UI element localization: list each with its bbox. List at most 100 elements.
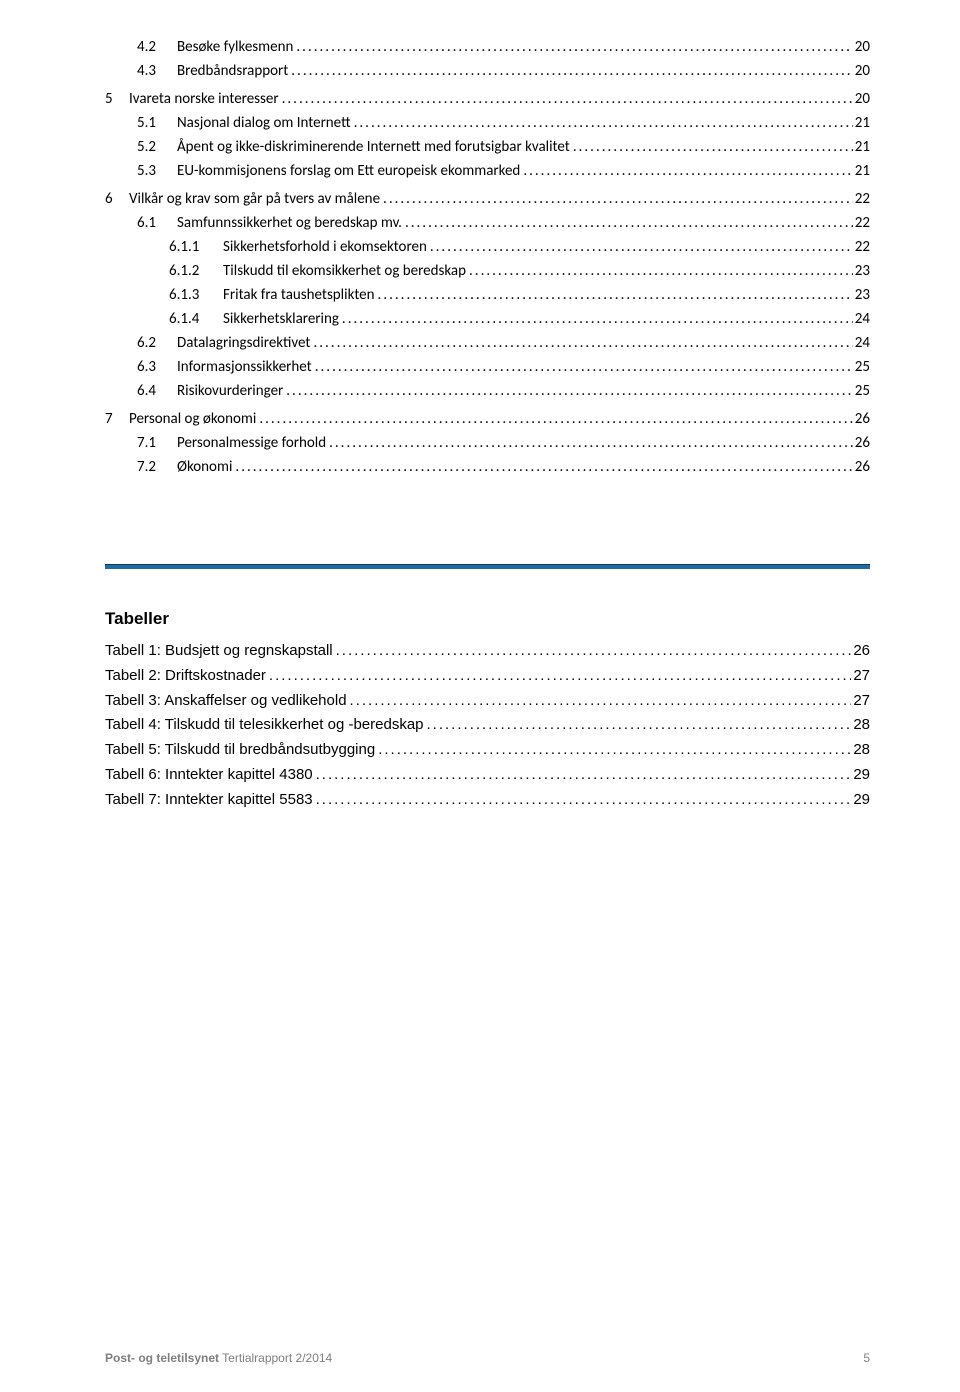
toc-entry: 5.3EU-kommisjonens forslag om Ett europe… bbox=[105, 159, 870, 183]
toc-entry-label: Sikkerhetsklarering bbox=[223, 307, 339, 331]
toc-dot-leader: ........................................… bbox=[520, 159, 852, 183]
tables-dot-leader: ........................................… bbox=[347, 689, 852, 714]
tables-entry: Tabell 1: Budsjett og regnskapstall.....… bbox=[105, 639, 870, 664]
toc-entry-number: 7.1 bbox=[137, 431, 177, 455]
tables-entry-label: Tabell 4: Tilskudd til telesikkerhet og … bbox=[105, 713, 424, 738]
toc-entry-label: Tilskudd til ekomsikkerhet og beredskap bbox=[223, 259, 466, 283]
tables-entry-page: 29 bbox=[851, 763, 870, 788]
toc-entry-number: 6.1.1 bbox=[169, 235, 223, 259]
toc-entry-page: 20 bbox=[853, 35, 870, 59]
toc-dot-leader: ........................................… bbox=[283, 379, 853, 403]
toc-entry-label: Personalmessige forhold bbox=[177, 431, 326, 455]
tables-dot-leader: ........................................… bbox=[424, 713, 852, 738]
toc-dot-leader: ........................................… bbox=[375, 283, 853, 307]
toc-entry-label: Bredbåndsrapport bbox=[177, 59, 288, 83]
toc-dot-leader: ........................................… bbox=[339, 307, 853, 331]
tables-dot-leader: ........................................… bbox=[266, 664, 851, 689]
toc-entry-label: Besøke fylkesmenn bbox=[177, 35, 293, 59]
tables-entry-page: 28 bbox=[851, 713, 870, 738]
toc-entry: 5.2Åpent og ikke-diskriminerende Interne… bbox=[105, 135, 870, 159]
toc-entry-number: 5.1 bbox=[137, 111, 177, 135]
toc-entry-label: Åpent og ikke-diskriminerende Internett … bbox=[177, 135, 570, 159]
toc-entry-page: 24 bbox=[853, 331, 870, 355]
toc-entry-label: Økonomi bbox=[177, 455, 232, 479]
tables-entry-label: Tabell 5: Tilskudd til bredbåndsutbyggin… bbox=[105, 738, 375, 763]
footer-page-number: 5 bbox=[863, 1351, 870, 1365]
tables-entry-label: Tabell 7: Inntekter kapittel 5583 bbox=[105, 788, 313, 813]
toc-dot-leader: ........................................… bbox=[326, 431, 853, 455]
tables-entry: Tabell 5: Tilskudd til bredbåndsutbyggin… bbox=[105, 738, 870, 763]
toc-entry-number: 6.1 bbox=[137, 211, 177, 235]
tables-heading: Tabeller bbox=[105, 609, 870, 629]
document-page: 4.2Besøke fylkesmenn....................… bbox=[0, 0, 960, 1392]
toc-entry-label: Sikkerhetsforhold i ekomsektoren bbox=[223, 235, 427, 259]
toc-entry-page: 21 bbox=[853, 135, 870, 159]
toc-entry-label: Nasjonal dialog om Internett bbox=[177, 111, 351, 135]
toc-entry: 7.1Personalmessige forhold..............… bbox=[105, 431, 870, 455]
toc-entry-page: 22 bbox=[853, 211, 870, 235]
toc-dot-leader: ........................................… bbox=[402, 211, 853, 235]
toc-entry-label: Samfunnssikkerhet og beredskap mv. bbox=[177, 211, 402, 235]
toc-entry-page: 26 bbox=[853, 455, 870, 479]
toc-entry: 4.2Besøke fylkesmenn....................… bbox=[105, 35, 870, 59]
toc-entry-number: 5 bbox=[105, 87, 129, 111]
toc-entry-number: 4.3 bbox=[137, 59, 177, 83]
toc-entry-label: Risikovurderinger bbox=[177, 379, 283, 403]
toc-entry-label: Fritak fra taushetsplikten bbox=[223, 283, 375, 307]
toc-entry-label: Ivareta norske interesser bbox=[129, 87, 279, 111]
toc-entry-number: 6 bbox=[105, 187, 129, 211]
toc-entry-page: 23 bbox=[853, 259, 870, 283]
toc-entry-number: 5.2 bbox=[137, 135, 177, 159]
tables-entry-page: 27 bbox=[851, 689, 870, 714]
toc-entry-label: EU-kommisjonens forslag om Ett europeisk… bbox=[177, 159, 520, 183]
toc-dot-leader: ........................................… bbox=[312, 355, 853, 379]
tables-entry-label: Tabell 3: Anskaffelser og vedlikehold bbox=[105, 689, 347, 714]
toc-dot-leader: ........................................… bbox=[293, 35, 852, 59]
toc-entry: 6.1Samfunnssikkerhet og beredskap mv. ..… bbox=[105, 211, 870, 235]
content-area: 4.2Besøke fylkesmenn....................… bbox=[105, 35, 870, 1351]
toc-dot-leader: ........................................… bbox=[570, 135, 853, 159]
toc-entry-number: 6.1.2 bbox=[169, 259, 223, 283]
toc-dot-leader: ........................................… bbox=[232, 455, 852, 479]
tables-entry: Tabell 6: Inntekter kapittel 4380.......… bbox=[105, 763, 870, 788]
toc-entry-number: 6.1.4 bbox=[169, 307, 223, 331]
toc-entry: 6.4Risikovurderinger....................… bbox=[105, 379, 870, 403]
toc-entry-page: 21 bbox=[853, 111, 870, 135]
toc-entry-number: 6.1.3 bbox=[169, 283, 223, 307]
toc-entry-number: 7.2 bbox=[137, 455, 177, 479]
toc-entry-page: 20 bbox=[853, 59, 870, 83]
toc-entry: 4.3Bredbåndsrapport.....................… bbox=[105, 59, 870, 83]
toc-entry-number: 6.4 bbox=[137, 379, 177, 403]
toc-entry: 5.1Nasjonal dialog om Internett.........… bbox=[105, 111, 870, 135]
toc-entry: 6.1.1Sikkerhetsforhold i ekomsektoren...… bbox=[105, 235, 870, 259]
footer-doc: Tertialrapport 2/2014 bbox=[219, 1351, 332, 1365]
toc-entry-label: Personal og økonomi bbox=[129, 407, 256, 431]
toc-dot-leader: ........................................… bbox=[279, 87, 853, 111]
toc-entry-label: Vilkår og krav som går på tvers av målen… bbox=[129, 187, 380, 211]
tables-entry-label: Tabell 1: Budsjett og regnskapstall bbox=[105, 639, 333, 664]
tables-list: Tabell 1: Budsjett og regnskapstall.....… bbox=[105, 639, 870, 812]
toc-entry-page: 22 bbox=[853, 187, 870, 211]
toc-entry: 6.1.4Sikkerhetsklarering................… bbox=[105, 307, 870, 331]
toc-dot-leader: ........................................… bbox=[310, 331, 852, 355]
toc-entry: 6.3Informasjonssikkerhet................… bbox=[105, 355, 870, 379]
toc-entry-page: 23 bbox=[853, 283, 870, 307]
toc-dot-leader: ........................................… bbox=[351, 111, 853, 135]
toc-entry-page: 20 bbox=[853, 87, 870, 111]
toc-entry-page: 21 bbox=[853, 159, 870, 183]
tables-entry-page: 26 bbox=[851, 639, 870, 664]
toc-entry: 5Ivareta norske interesser..............… bbox=[105, 87, 870, 111]
toc-entry-page: 22 bbox=[853, 235, 870, 259]
tables-entry-page: 29 bbox=[851, 788, 870, 813]
table-of-contents: 4.2Besøke fylkesmenn....................… bbox=[105, 35, 870, 479]
toc-entry-number: 4.2 bbox=[137, 35, 177, 59]
toc-entry-page: 26 bbox=[853, 431, 870, 455]
toc-entry: 6.2Datalagringsdirektivet...............… bbox=[105, 331, 870, 355]
toc-dot-leader: ........................................… bbox=[427, 235, 853, 259]
tables-entry-page: 28 bbox=[851, 738, 870, 763]
toc-entry-number: 5.3 bbox=[137, 159, 177, 183]
tables-entry-label: Tabell 2: Driftskostnader bbox=[105, 664, 266, 689]
tables-entry-label: Tabell 6: Inntekter kapittel 4380 bbox=[105, 763, 313, 788]
toc-entry: 7Personal og økonomi....................… bbox=[105, 407, 870, 431]
footer-org: Post- og teletilsynet bbox=[105, 1351, 219, 1365]
